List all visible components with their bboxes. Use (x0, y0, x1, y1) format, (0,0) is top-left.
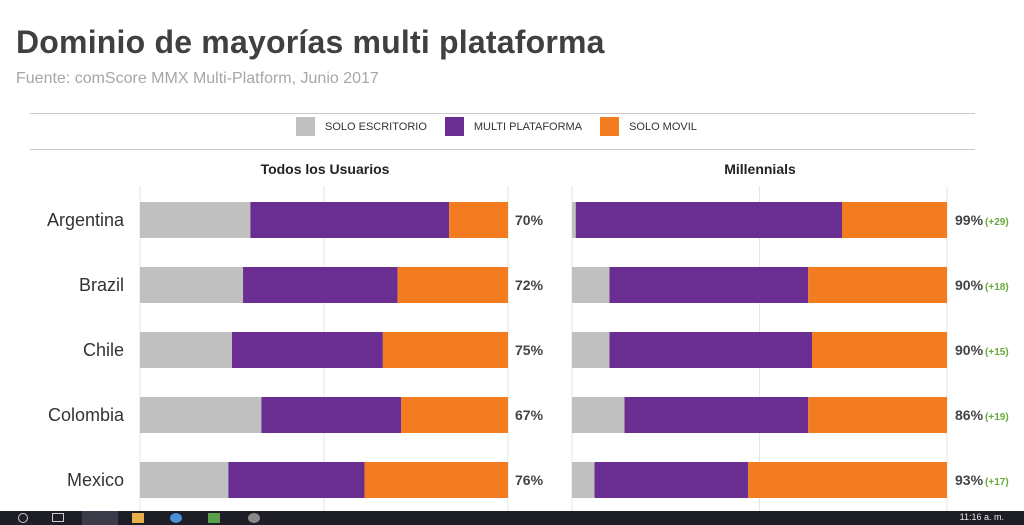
bar-segment-escritorio-mexico (572, 462, 595, 498)
bar-segment-escritorio-colombia (572, 397, 625, 433)
bar-segment-movil-mexico (748, 462, 947, 498)
bar-segment-multi-mexico (594, 462, 749, 498)
taskbar-clock[interactable]: 11:16 a. m. (959, 512, 1004, 522)
bar-segment-escritorio-argentina (572, 202, 576, 238)
panel-title-millennials: Millennials (724, 161, 796, 177)
value-label-todos: 72% (515, 277, 544, 293)
value-label-millennials: 86% (+19) (955, 407, 1009, 423)
windows-taskbar: 11:16 a. m. (0, 511, 1024, 525)
bar-segment-movil-colombia (808, 397, 947, 433)
bar-segment-escritorio-argentina (140, 202, 251, 238)
bar-segment-movil-argentina (842, 202, 947, 238)
bar-segment-multi-colombia (624, 397, 809, 433)
delta-label: (+29) (985, 217, 1009, 228)
bar-segment-movil-colombia (401, 397, 508, 433)
value-label-todos: 67% (515, 407, 544, 423)
legend-label-multi: MULTI PLATAFORMA (473, 120, 583, 133)
file-explorer-icon[interactable] (132, 513, 144, 523)
bar-segment-movil-mexico (364, 462, 508, 498)
delta-label: (+17) (985, 477, 1009, 488)
bar-segment-movil-chile (382, 332, 508, 368)
legend-swatch-escritorio (296, 117, 315, 136)
value-text: 93% (955, 472, 984, 488)
app-icon[interactable] (208, 513, 220, 523)
panel-title-todos: Todos los Usuarios (260, 161, 390, 177)
category-label-chile: Chile (82, 340, 124, 360)
bar-segment-movil-argentina (449, 202, 508, 238)
bar-segment-escritorio-mexico (140, 462, 229, 498)
category-label-mexico: Mexico (66, 470, 124, 490)
value-text: 90% (955, 277, 984, 293)
bar-segment-escritorio-brazil (140, 267, 244, 303)
value-text: 86% (955, 407, 984, 423)
delta-label: (+19) (985, 412, 1009, 423)
bar-segment-escritorio-chile (572, 332, 610, 368)
bar-segment-multi-argentina (575, 202, 842, 238)
bar-segment-multi-brazil (243, 267, 398, 303)
delta-label: (+18) (985, 282, 1009, 293)
legend-top-rule (30, 113, 975, 114)
value-label-todos: 76% (515, 472, 544, 488)
legend-bottom-rule (30, 149, 975, 150)
chrome-browser-icon[interactable] (170, 513, 182, 523)
bar-segment-multi-colombia (261, 397, 402, 433)
stacked-bar-chart (139, 186, 948, 511)
legend-label-movil: SOLO MOVIL (629, 120, 697, 133)
category-label-colombia: Colombia (47, 405, 124, 425)
bar-segment-movil-brazil (397, 267, 508, 303)
bar-segment-multi-mexico (228, 462, 365, 498)
legend-swatch-multi (444, 117, 464, 136)
edge-browser-icon[interactable] (82, 511, 118, 525)
bar-segment-escritorio-colombia (140, 397, 262, 433)
legend-item-multi: MULTI PLATAFORMA (444, 117, 583, 136)
legend-swatch-movil (600, 117, 620, 136)
value-label-millennials: 90% (+18) (955, 277, 1009, 293)
bar-segment-multi-chile (232, 332, 383, 368)
value-label-todos: 70% (515, 212, 544, 228)
legend-item-escritorio: SOLO ESCRITORIO (296, 117, 427, 136)
value-label-todos: 75% (515, 342, 544, 358)
value-text: 90% (955, 342, 984, 358)
bar-segment-escritorio-brazil (572, 267, 610, 303)
value-text: 99% (955, 212, 984, 228)
task-view-icon[interactable] (52, 513, 64, 522)
page-title: Dominio de mayorías multi plataforma (16, 24, 605, 60)
value-label-millennials: 90% (+15) (955, 342, 1009, 358)
bar-segment-movil-brazil (808, 267, 947, 303)
page-subtitle: Fuente: comScore MMX Multi-Platform, Jun… (16, 70, 379, 87)
bar-segment-multi-brazil (609, 267, 809, 303)
legend-item-movil: SOLO MOVIL (600, 117, 697, 136)
bar-segment-multi-argentina (250, 202, 450, 238)
delta-label: (+15) (985, 347, 1009, 358)
category-label-brazil: Brazil (78, 275, 124, 295)
category-label-argentina: Argentina (46, 210, 124, 230)
bar-segment-movil-chile (812, 332, 947, 368)
value-label-millennials: 93% (+17) (955, 472, 1009, 488)
value-label-millennials: 99% (+29) (955, 212, 1009, 228)
search-icon[interactable] (18, 513, 28, 523)
bar-segment-escritorio-chile (140, 332, 232, 368)
app-icon[interactable] (248, 513, 260, 523)
legend-label-escritorio: SOLO ESCRITORIO (325, 120, 427, 133)
bar-segment-multi-chile (609, 332, 812, 368)
chart-legend: SOLO ESCRITORIO MULTI PLATAFORMA SOLO MO… (296, 117, 715, 136)
